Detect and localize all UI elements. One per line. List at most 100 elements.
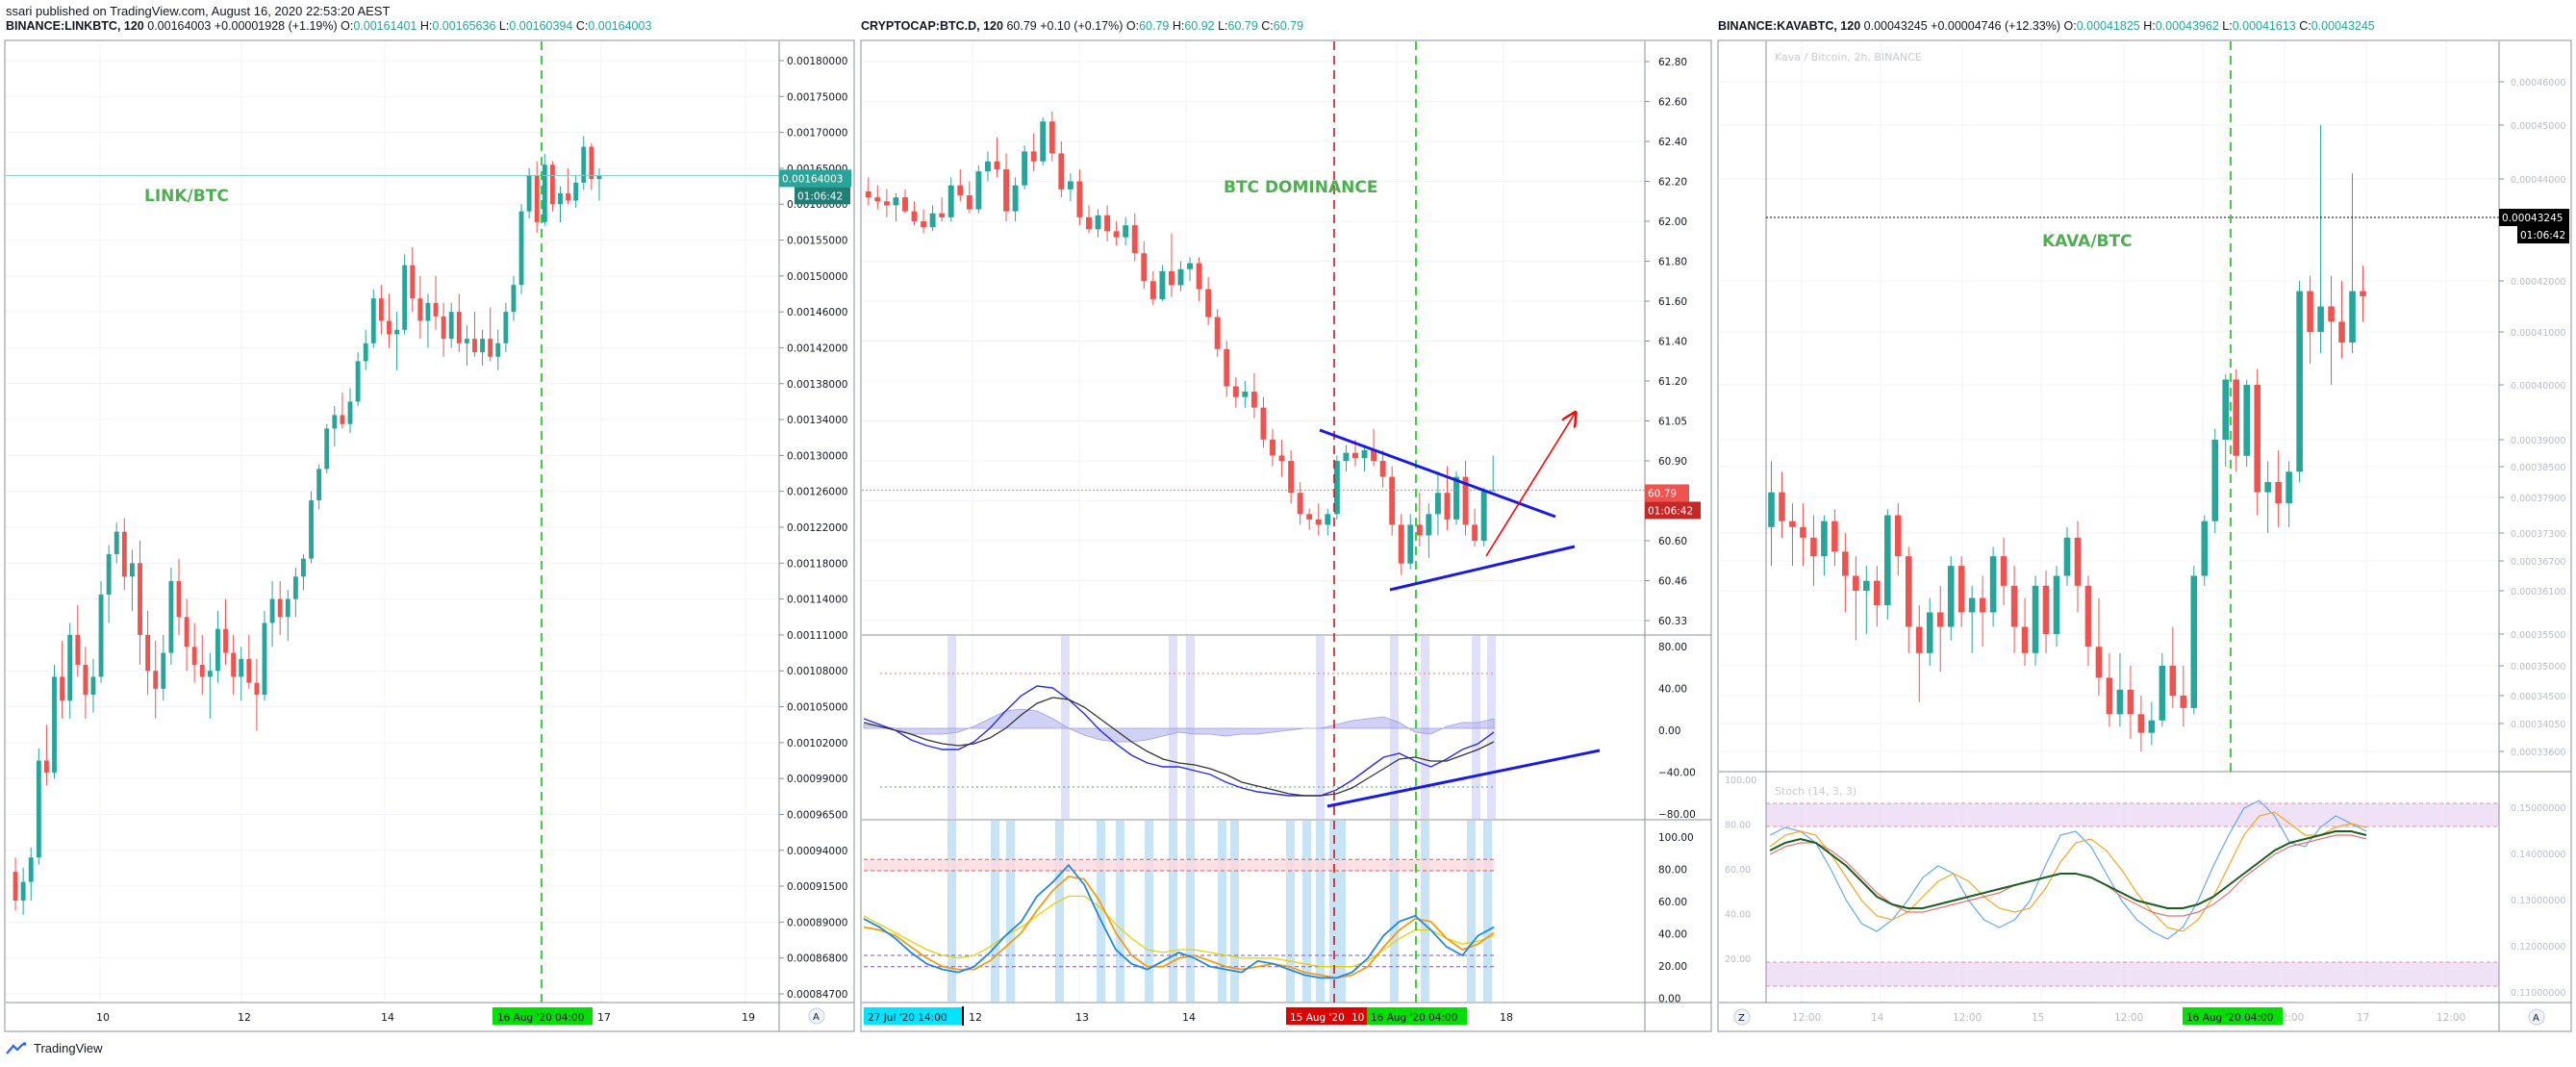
- candle-body: [285, 598, 290, 618]
- panel3-change: 0.00043245 +0.00004746 (+12.33%): [1863, 19, 2061, 33]
- candle-body: [1434, 493, 1441, 515]
- panel2-symbol[interactable]: CRYPTOCAP:BTC.D, 120: [861, 19, 1003, 33]
- macd-tick-label: −80.00: [1658, 809, 1696, 821]
- candle-body: [966, 195, 972, 210]
- candle-body: [75, 634, 81, 666]
- candle-body: [874, 197, 881, 202]
- candle-body: [1863, 580, 1870, 591]
- price-tag: 0.00043245: [2502, 213, 2563, 224]
- candle-body: [363, 343, 368, 362]
- candle-body: [1926, 612, 1933, 653]
- panel1-symbol[interactable]: BINANCE:LINKBTC, 120: [6, 19, 144, 33]
- candle-body: [984, 161, 991, 172]
- candle-body: [893, 197, 899, 206]
- candle-body: [425, 302, 431, 321]
- x-tick-label: 15: [2032, 1012, 2044, 1024]
- stoch-tick-label: 80.00: [1658, 865, 1687, 876]
- candle-body: [262, 622, 267, 696]
- candle-body: [902, 197, 908, 212]
- stoch-main-line: [1769, 830, 2367, 909]
- candle-body: [975, 171, 982, 210]
- highlight-band: [1055, 821, 1064, 1002]
- candle-body: [2190, 575, 2198, 708]
- ohlc-value: 60.79: [1139, 19, 1170, 33]
- candle-body: [168, 580, 174, 653]
- x-tick-label: 19: [742, 1011, 755, 1024]
- countdown-tag-bg: [795, 187, 850, 205]
- y-tick-label: 0.00134000: [787, 415, 847, 426]
- ohlc-key: C:: [2295, 19, 2311, 33]
- chart-label-btc-dominance: BTC DOMINANCE: [1224, 178, 1377, 197]
- candle-body: [2084, 585, 2092, 648]
- y-tick-label: 0.00099000: [787, 774, 847, 785]
- countdown-tag: 01:06:42: [1648, 505, 1693, 517]
- y-tick-label: 0.00150000: [787, 271, 847, 283]
- panel1-price-axis[interactable]: 0.001800000.001750000.001700000.00165000…: [779, 56, 851, 1001]
- candle-body: [542, 165, 547, 222]
- candle-body: [456, 312, 462, 343]
- candle-body: [121, 531, 127, 577]
- breakout-arrow: [1485, 414, 1575, 557]
- candle-body: [2032, 585, 2039, 653]
- charts-canvas[interactable]: LINK/BTC 0.00180000 0.00175000 0.00170000 0…: [0, 0, 2576, 1039]
- candle-body: [518, 211, 524, 286]
- tradingview-logo-icon: [6, 1041, 27, 1054]
- panel3-symbol[interactable]: BINANCE:KAVABTC, 120: [1718, 19, 1861, 33]
- macd-trendline: [1326, 749, 1601, 808]
- y-tick-label: 0.00155000: [787, 236, 847, 247]
- panel2-price-axis[interactable]: 62.80 62.60 62.40 62.20 62.00 61.80 61.60 61.40…: [1645, 57, 1701, 1005]
- x-tick-label: 12: [969, 1011, 982, 1024]
- candle-body: [1214, 317, 1221, 349]
- ohlc-value: 60.92: [1184, 19, 1215, 33]
- ohlc-value: 0.00160394: [509, 19, 573, 33]
- candle-body: [1936, 612, 1944, 627]
- panel2-ohlc: O:60.79 H:60.92 L:60.79 C:60.79: [1126, 19, 1303, 33]
- candle-body: [1884, 515, 1891, 605]
- footer[interactable]: TradingView: [6, 1041, 103, 1055]
- candle-body: [130, 563, 135, 577]
- panel3-frame: [1717, 39, 2572, 1032]
- panel3-price-axis[interactable]: 0.00046000 0.00045000 0.00044000 0.00042000…: [1725, 78, 2569, 999]
- x-badge-green: 16 Aug '20 04:00: [1371, 1012, 1457, 1024]
- countdown-tag: 01:06:42: [2520, 230, 2565, 241]
- candle-body: [370, 298, 376, 343]
- candle-body: [2063, 537, 2071, 576]
- ohlc-value: 0.00164003: [588, 19, 652, 33]
- candle-body: [1048, 121, 1055, 154]
- highlight-band: [1302, 821, 1311, 1002]
- candle-body: [441, 316, 446, 340]
- stoch-right-tick: 0.15000000: [2511, 803, 2565, 814]
- candle-body: [1389, 476, 1396, 525]
- y-tick-label: 61.05: [1658, 417, 1687, 428]
- countdown-tag: 01:06:42: [797, 191, 843, 202]
- candle-body: [1095, 215, 1101, 230]
- candle-body: [1915, 626, 1923, 653]
- panel1-time-axis[interactable]: 10121417191216 Aug '20 04:00A: [96, 1007, 825, 1025]
- candle-body: [1242, 392, 1249, 397]
- y-tick-label: 0.00039000: [2511, 436, 2565, 446]
- candle-body: [1196, 263, 1202, 290]
- ohlc-value: 0.00041825: [2076, 19, 2140, 33]
- y-tick-label: 61.60: [1658, 296, 1687, 308]
- ohlc-key: C:: [572, 19, 589, 33]
- tradingview-brand: TradingView: [34, 1041, 103, 1055]
- candle-body: [1104, 215, 1111, 232]
- countdown-tag-bg: [1645, 501, 1701, 520]
- candle-body: [355, 361, 361, 402]
- candle-body: [1416, 524, 1423, 536]
- panel2-candles: [865, 111, 1497, 575]
- y-tick-label: 62.20: [1658, 177, 1687, 189]
- candle-body: [332, 415, 338, 429]
- candle-body: [2338, 321, 2345, 343]
- candle-body: [929, 213, 936, 228]
- highlight-band: [1186, 636, 1195, 819]
- candle-body: [1894, 515, 1902, 557]
- y-tick-label: 0.00122000: [787, 522, 847, 534]
- ohlc-key: L:: [1214, 19, 1228, 33]
- panel3-time-axis[interactable]: 12:00 14 12:00 15 12:00 12:00 17 12:0016 Aug '2…: [1733, 1007, 2545, 1026]
- candle-body: [324, 428, 330, 470]
- candle-body: [581, 146, 587, 183]
- candle-body: [2233, 379, 2240, 456]
- panel2-time-axis[interactable]: 27 Jul '20 14:00121314171815 Aug '201016…: [864, 1006, 1513, 1026]
- panel2-stoch: [863, 821, 1496, 1002]
